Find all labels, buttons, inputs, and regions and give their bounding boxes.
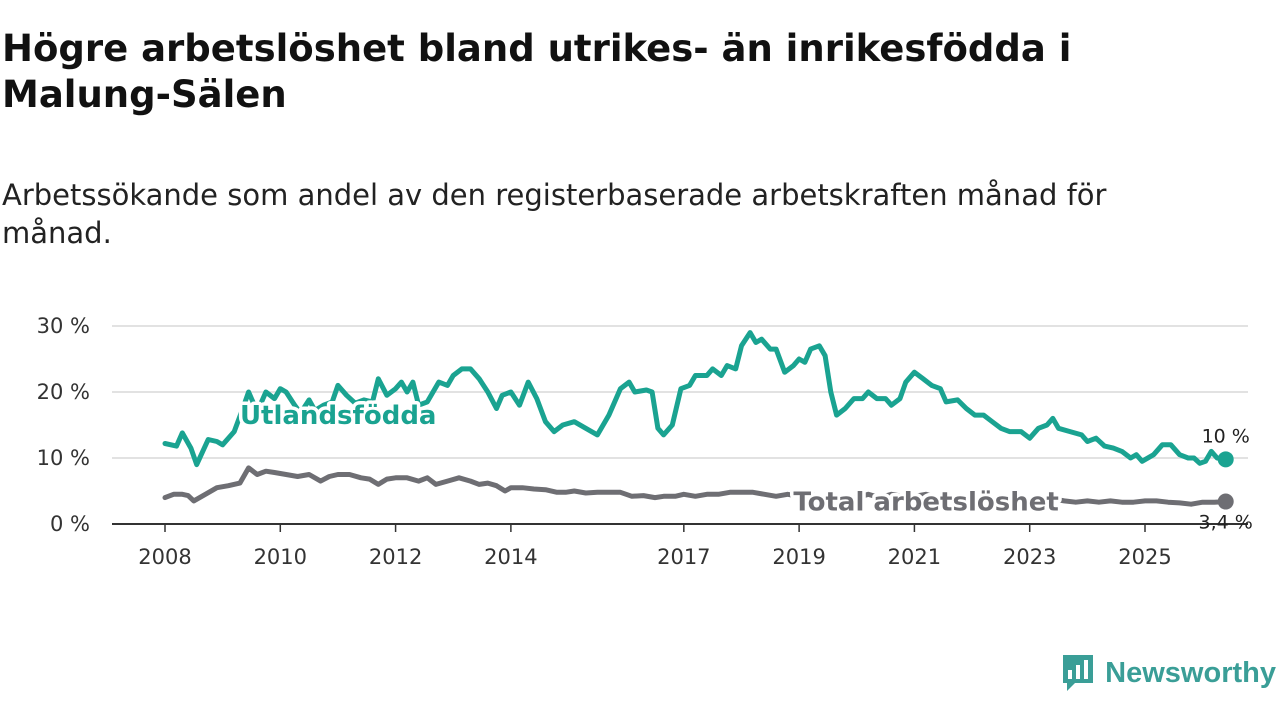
y-tick-label: 30 % <box>37 314 90 338</box>
x-tick-label: 2021 <box>888 545 941 569</box>
x-tick-label: 2025 <box>1118 545 1171 569</box>
series-lines <box>162 330 1234 510</box>
series-name-label-total-arbetsl-shet: Total arbetslöshet <box>793 488 1058 518</box>
x-tick-label: 2019 <box>772 545 825 569</box>
brand-name: Newsworthy <box>1105 656 1276 689</box>
series-end-dot-total-arbetsl-shet <box>1217 493 1234 510</box>
newsworthy-logo-icon <box>1063 655 1094 691</box>
x-tick-label: 2012 <box>369 545 422 569</box>
x-tick-label: 2023 <box>1003 545 1056 569</box>
series-line-total-arbetsl-shet <box>162 465 1229 507</box>
series-end-dot-utlandsf-dda <box>1217 451 1234 468</box>
y-tick-label: 0 % <box>50 512 90 536</box>
y-tick-label: 20 % <box>37 380 90 404</box>
series-line-utlandsf-dda <box>162 330 1229 468</box>
x-tick-label: 2014 <box>484 545 537 569</box>
line-chart: 0 % 10 % 20 % 30 % 2008 2010 2012 2014 2017 2019… <box>37 314 1253 569</box>
x-tick-label: 2017 <box>657 545 710 569</box>
x-tick-label: 2010 <box>254 545 307 569</box>
series-name-label-utlandsf-dda: Utlandsfödda <box>240 401 437 431</box>
series-labels: 10 % Utlandsfödda 3,4 % Total arbetslöshet <box>236 398 1253 534</box>
y-tick-label: 10 % <box>37 446 90 470</box>
brand-logo: Newsworthy <box>1061 652 1276 694</box>
chart-subtitle: Arbetssökande som andel av den registerb… <box>2 178 1107 250</box>
series-end-label-total-arbetsl-shet: 3,4 % <box>1199 512 1253 534</box>
y-axis-ticks: 0 % 10 % 20 % 30 % <box>37 314 90 536</box>
x-tick-label: 2008 <box>138 545 191 569</box>
chart-title: Högre arbetslöshet bland utrikes- än inr… <box>2 27 1072 116</box>
x-axis-ticks: 2008 2010 2012 2014 2017 2019 2021 2023 2025 <box>138 524 1172 569</box>
series-end-label-utlandsf-dda: 10 % <box>1202 425 1250 447</box>
